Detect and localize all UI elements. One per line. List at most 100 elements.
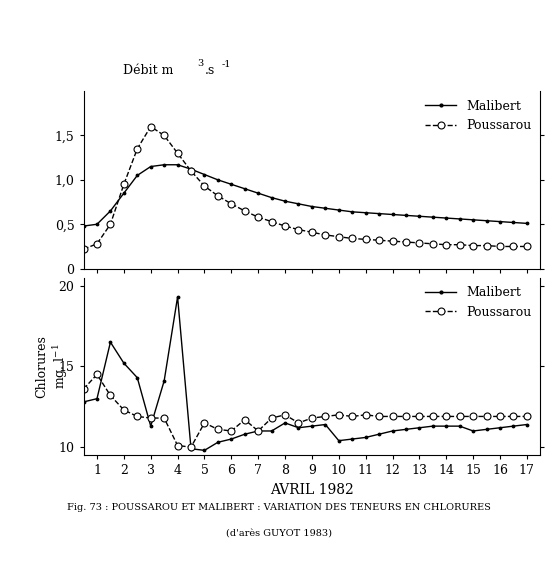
Poussarou (416, 240, 423, 246)
Poussarou (201, 183, 208, 189)
Poussarou (268, 415, 275, 422)
Poussarou (510, 243, 517, 250)
Poussarou (80, 246, 87, 253)
Malibert (148, 163, 154, 170)
Poussarou (429, 240, 436, 247)
Poussarou (456, 241, 463, 248)
Poussarou (282, 411, 289, 418)
Malibert (429, 423, 436, 430)
Poussarou (309, 415, 315, 422)
Malibert (295, 424, 302, 431)
Poussarou (322, 413, 329, 420)
Malibert (188, 166, 194, 172)
Malibert (214, 439, 221, 446)
Poussarou (295, 226, 302, 233)
Text: (d'arès GUYOT 1983): (d'arès GUYOT 1983) (226, 529, 331, 538)
Poussarou (376, 237, 383, 244)
Malibert (295, 200, 302, 207)
Line: Malibert: Malibert (81, 295, 529, 453)
Poussarou (94, 371, 100, 378)
Poussarou (214, 426, 221, 433)
Poussarou (497, 243, 504, 250)
Poussarou (309, 229, 315, 236)
Malibert (282, 198, 289, 205)
Malibert (201, 171, 208, 178)
Malibert (241, 185, 248, 192)
Malibert (416, 424, 423, 431)
Text: -1: -1 (222, 60, 231, 69)
Poussarou (268, 218, 275, 225)
Poussarou (524, 243, 530, 250)
Malibert (282, 419, 289, 426)
Poussarou (335, 233, 342, 240)
Malibert (201, 447, 208, 453)
Malibert (456, 423, 463, 430)
Malibert (403, 426, 409, 433)
Poussarou (120, 181, 127, 188)
Poussarou (174, 150, 181, 156)
Poussarou (107, 221, 114, 228)
Poussarou (470, 242, 476, 249)
Poussarou (322, 232, 329, 238)
Malibert (429, 214, 436, 221)
Poussarou (255, 427, 262, 434)
Poussarou (201, 419, 208, 426)
Poussarou (349, 235, 355, 242)
Poussarou (362, 236, 369, 243)
Text: Fig. 73 : POUSSAROU ET MALIBERT : VARIATION DES TENEURS EN CHLORURES: Fig. 73 : POUSSAROU ET MALIBERT : VARIAT… (67, 503, 490, 512)
Poussarou (389, 238, 396, 245)
Poussarou (241, 417, 248, 423)
Legend: Malibert, Poussarou: Malibert, Poussarou (420, 95, 536, 137)
Malibert (389, 211, 396, 218)
Malibert (524, 421, 530, 428)
Poussarou (161, 415, 168, 422)
Malibert (403, 212, 409, 219)
Poussarou (389, 413, 396, 420)
Malibert (376, 431, 383, 438)
Malibert (134, 374, 140, 381)
Malibert (335, 437, 342, 444)
Poussarou (241, 208, 248, 215)
Poussarou (120, 407, 127, 414)
Poussarou (188, 444, 194, 451)
Poussarou (80, 386, 87, 393)
Malibert (228, 181, 234, 188)
Malibert (416, 213, 423, 220)
Poussarou (349, 413, 355, 420)
Malibert (134, 172, 140, 179)
Malibert (241, 431, 248, 438)
Text: .s: .s (205, 64, 215, 77)
Poussarou (456, 413, 463, 420)
Malibert (255, 427, 262, 434)
Malibert (470, 427, 476, 434)
Poussarou (403, 238, 409, 245)
Poussarou (174, 442, 181, 449)
Malibert (120, 190, 127, 197)
Legend: Malibert, Poussarou: Malibert, Poussarou (420, 281, 536, 324)
Malibert (174, 294, 181, 300)
Malibert (376, 210, 383, 217)
Poussarou (497, 413, 504, 420)
Poussarou (483, 242, 490, 249)
X-axis label: AVRIL 1982: AVRIL 1982 (270, 483, 354, 497)
Malibert (214, 176, 221, 183)
Line: Poussarou: Poussarou (80, 371, 530, 451)
Line: Malibert: Malibert (81, 162, 529, 229)
Malibert (188, 446, 194, 452)
Malibert (510, 219, 517, 226)
Malibert (309, 203, 315, 210)
Malibert (120, 360, 127, 366)
Malibert (483, 217, 490, 224)
Line: Poussarou: Poussarou (80, 123, 530, 253)
Malibert (80, 398, 87, 405)
Malibert (524, 220, 530, 227)
Text: Débit m: Débit m (123, 64, 173, 77)
Malibert (94, 395, 100, 402)
Malibert (107, 208, 114, 215)
Poussarou (282, 222, 289, 229)
Malibert (80, 222, 87, 229)
Poussarou (107, 392, 114, 399)
Poussarou (295, 419, 302, 426)
Malibert (174, 162, 181, 168)
Poussarou (228, 427, 234, 434)
